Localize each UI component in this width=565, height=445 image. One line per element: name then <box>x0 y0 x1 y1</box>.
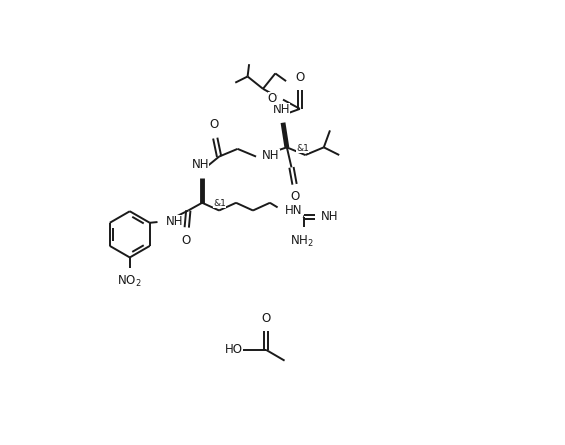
Text: &1: &1 <box>213 199 226 208</box>
Text: O: O <box>295 71 305 84</box>
Text: O: O <box>268 92 277 105</box>
Text: NH: NH <box>192 158 210 171</box>
Text: NH$_2$: NH$_2$ <box>290 234 314 249</box>
Text: NH: NH <box>273 103 290 116</box>
Text: HO: HO <box>225 344 243 356</box>
Text: O: O <box>181 234 190 247</box>
Text: NH: NH <box>262 150 280 162</box>
Text: HN: HN <box>285 204 303 217</box>
Text: O: O <box>291 190 300 203</box>
Text: O: O <box>209 118 218 131</box>
Text: NO$_2$: NO$_2$ <box>118 275 142 290</box>
Text: NH: NH <box>166 215 184 228</box>
Text: NH: NH <box>321 210 338 223</box>
Text: &1: &1 <box>296 144 309 154</box>
Text: O: O <box>262 312 271 325</box>
